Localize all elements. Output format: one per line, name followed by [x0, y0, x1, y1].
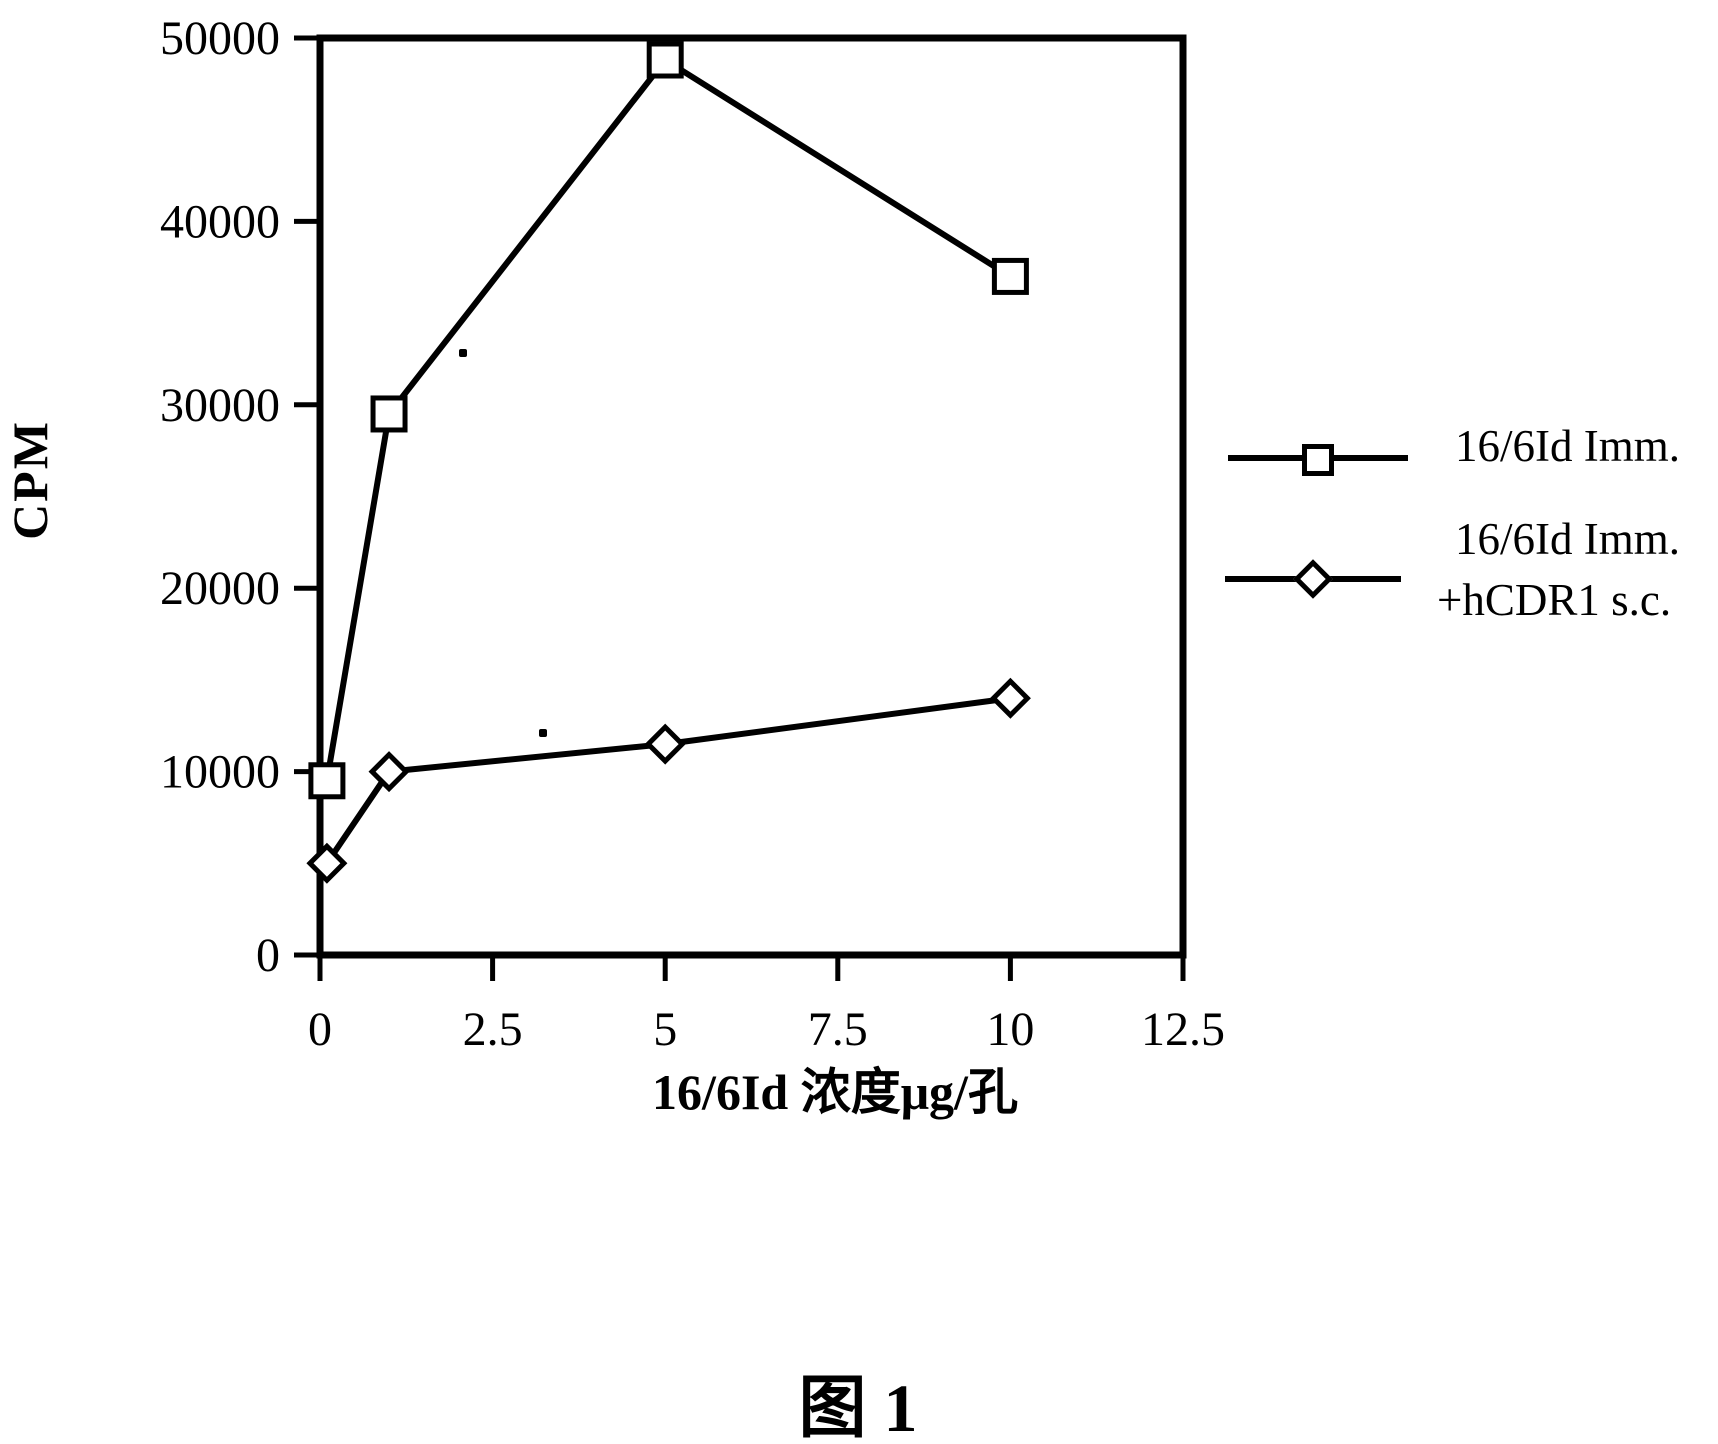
series-line [324, 695, 1011, 865]
figure-caption: 图 1 [798, 1370, 918, 1444]
x-tick-label: 5 [653, 1003, 677, 1056]
diamond-marker [368, 751, 410, 793]
diamond-marker [644, 723, 686, 765]
square-marker [370, 395, 408, 433]
x-tick-label: 2.5 [463, 1003, 523, 1056]
plot-border [316, 34, 1187, 959]
series-diamonds [306, 677, 1031, 884]
x-tick-label: 10 [986, 1003, 1034, 1056]
legend-label: +hCDR1 s.c. [1437, 575, 1672, 625]
y-tick-label: 50000 [160, 12, 280, 65]
x-axis-title: 16/6Id 浓度μg/孔 [652, 1064, 1018, 1120]
diamond-marker [989, 677, 1031, 719]
x-axis-ticks: 0 2.5 5 7.5 10 12.5 [308, 953, 1225, 1056]
square-marker-icon [1302, 444, 1334, 476]
y-tick-label: 10000 [160, 746, 280, 799]
diamond-marker [306, 842, 348, 884]
y-tick-label: 40000 [160, 195, 280, 248]
x-tick-label: 0 [308, 1003, 332, 1056]
x-tick-label: 7.5 [808, 1003, 868, 1056]
series-squares [308, 41, 1029, 800]
square-marker [991, 257, 1029, 295]
legend-label: 16/6Id Imm. [1455, 421, 1680, 471]
square-marker [646, 41, 684, 79]
y-tick-label: 0 [256, 929, 280, 982]
square-marker [308, 762, 346, 800]
series-line [323, 57, 1012, 782]
scan-speck [539, 729, 547, 737]
legend-label: 16/6Id Imm. [1455, 514, 1680, 564]
y-axis-title: CPM [2, 420, 58, 540]
scan-speck [459, 349, 467, 357]
y-tick-label: 20000 [160, 562, 280, 615]
y-axis-ticks: 0 10000 20000 30000 40000 50000 [160, 12, 322, 982]
x-tick-label: 12.5 [1141, 1003, 1225, 1056]
y-tick-label: 30000 [160, 379, 280, 432]
